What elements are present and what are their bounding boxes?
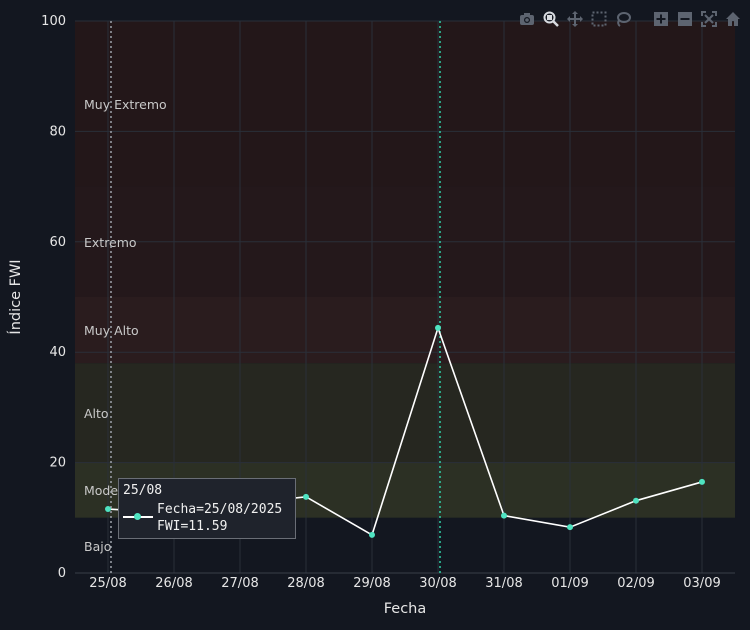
band-label: Bajo [84, 539, 111, 554]
tooltip-title: 25/08 [123, 483, 163, 498]
tooltip-marker-swatch [134, 513, 141, 520]
x-tick-label: 03/09 [683, 576, 720, 591]
data-point [501, 512, 507, 519]
zoom-in-icon[interactable] [652, 10, 670, 28]
x-tick-label: 25/08 [89, 576, 126, 591]
y-tick-label: 40 [49, 345, 66, 360]
x-tick-label: 31/08 [485, 576, 522, 591]
data-point [303, 493, 309, 500]
x-tick-label: 02/09 [617, 576, 654, 591]
tooltip-fwi: FWI=11.59 [157, 519, 228, 534]
x-axis-title: Fecha [384, 601, 427, 617]
modebar [518, 10, 742, 28]
y-tick-label: 60 [49, 235, 66, 250]
home-icon[interactable] [724, 10, 742, 28]
lasso-icon[interactable] [614, 10, 632, 28]
y-tick-label: 100 [41, 14, 66, 29]
y-tick-label: 80 [49, 124, 66, 139]
x-tick-label: 26/08 [155, 576, 192, 591]
camera-icon[interactable] [518, 10, 536, 28]
data-point [633, 497, 639, 504]
tooltip-date: Fecha=25/08/2025 [157, 502, 283, 517]
x-tick-label: 27/08 [221, 576, 258, 591]
x-tick-label: 28/08 [287, 576, 324, 591]
data-point [699, 478, 705, 485]
band-label: Muy Alto [84, 323, 139, 338]
data-point [567, 524, 573, 531]
risk-band-0 [75, 21, 735, 187]
band-label: Muy Extremo [84, 97, 167, 112]
data-point [369, 531, 375, 538]
data-point [105, 506, 111, 513]
box-select-icon[interactable] [590, 10, 608, 28]
risk-band-3 [75, 363, 735, 463]
pan-icon[interactable] [566, 10, 584, 28]
band-label: Alto [84, 406, 109, 421]
y-tick-label: 20 [49, 456, 66, 471]
data-point [435, 324, 441, 331]
x-tick-label: 30/08 [419, 576, 456, 591]
x-tick-label: 01/09 [551, 576, 588, 591]
hover-tooltip: 25/08 Fecha=25/08/2025 FWI=11.59 [118, 478, 296, 539]
y-axis-title: Índice FWI [7, 259, 24, 334]
zoom-icon[interactable] [542, 10, 560, 28]
zoom-out-icon[interactable] [676, 10, 694, 28]
y-tick-label: 0 [58, 566, 66, 581]
autoscale-icon[interactable] [700, 10, 718, 28]
x-tick-label: 29/08 [353, 576, 390, 591]
